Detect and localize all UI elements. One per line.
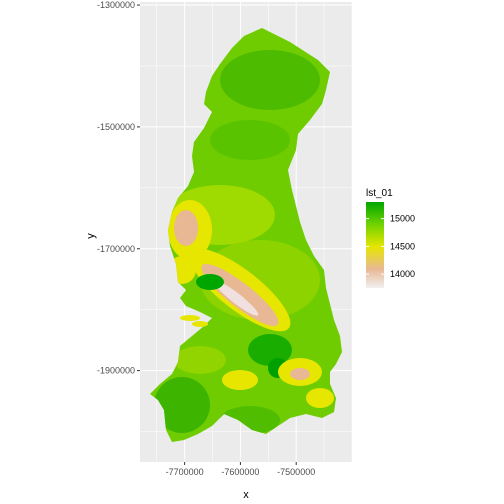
y-tick-label: -1700000 <box>97 244 135 254</box>
y-tick-label: -1900000 <box>97 366 135 376</box>
raster-layer <box>150 28 342 442</box>
x-axis-title: x <box>243 489 249 501</box>
legend-title: lst_01 <box>366 188 393 199</box>
legend-colorbar <box>366 202 384 288</box>
legend-break-label: 14500 <box>390 241 415 251</box>
y-axis: -1300000 -1500000 -1700000 -1900000 <box>97 0 140 376</box>
legend-break-label: 15000 <box>390 214 415 224</box>
y-tick-label: -1500000 <box>97 122 135 132</box>
legend: lst_01 15000 14500 14000 <box>366 188 415 288</box>
x-axis: -7700000 -7600000 -7500000 <box>166 462 315 477</box>
y-axis-title: y <box>85 233 97 239</box>
x-tick-label: -7600000 <box>221 467 259 477</box>
x-tick-label: -7700000 <box>166 467 204 477</box>
legend-break-label: 14000 <box>390 269 415 279</box>
y-tick-label: -1300000 <box>97 0 135 10</box>
x-tick-label: -7500000 <box>277 467 315 477</box>
